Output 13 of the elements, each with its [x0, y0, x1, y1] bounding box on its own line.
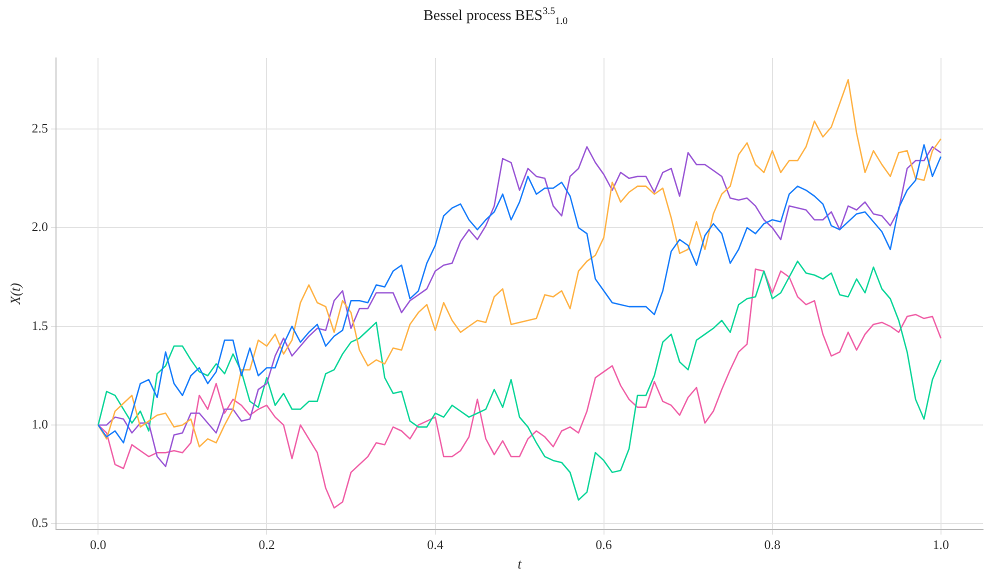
- y-tick-label: 0.5: [32, 515, 48, 530]
- y-tick-label: 1.0: [32, 416, 48, 432]
- x-tick-label: 0.4: [427, 536, 444, 552]
- y-tick-label: 1.5: [32, 318, 48, 333]
- x-tick-label: 1.0: [932, 536, 949, 552]
- x-tick-label: 0.6: [596, 536, 612, 552]
- y-tick-label: 2.0: [32, 219, 48, 234]
- x-tick-label: 0.0: [90, 536, 106, 552]
- y-axis-title: X(t): [9, 282, 24, 306]
- x-axis-title: t: [518, 557, 523, 572]
- x-tick-label: 0.2: [258, 536, 275, 552]
- x-tick-label: 0.8: [764, 536, 780, 552]
- y-tick-label: 2.5: [32, 120, 48, 136]
